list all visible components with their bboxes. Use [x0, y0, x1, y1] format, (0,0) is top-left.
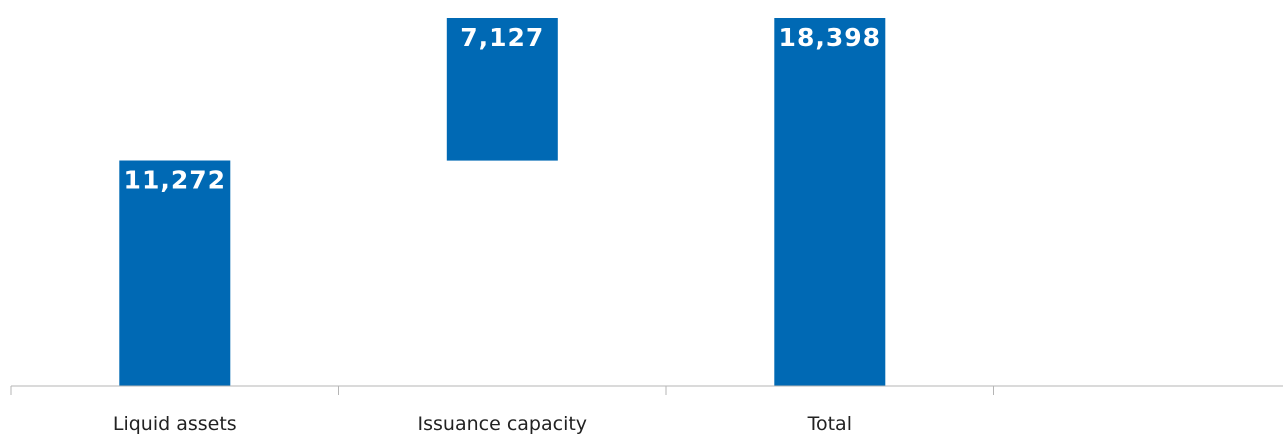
- bar-total: [774, 18, 886, 386]
- category-label-issuance-capacity: Issuance capacity: [418, 413, 588, 434]
- data-label-issuance-capacity: 7,127: [460, 23, 544, 52]
- x-axis-ticks: [10, 386, 994, 395]
- category-label-liquid-assets: Liquid assets: [113, 413, 237, 434]
- category-labels: Liquid assets Issuance capacity Total: [113, 413, 852, 434]
- data-label-total: 18,398: [779, 23, 881, 52]
- category-label-total: Total: [807, 413, 852, 434]
- bar-liquid-assets: [119, 160, 231, 386]
- data-label-liquid-assets: 11,272: [124, 166, 226, 195]
- bar-issuance-capacity: [446, 18, 558, 161]
- bars-group: 11,272 7,127 18,398: [119, 18, 886, 386]
